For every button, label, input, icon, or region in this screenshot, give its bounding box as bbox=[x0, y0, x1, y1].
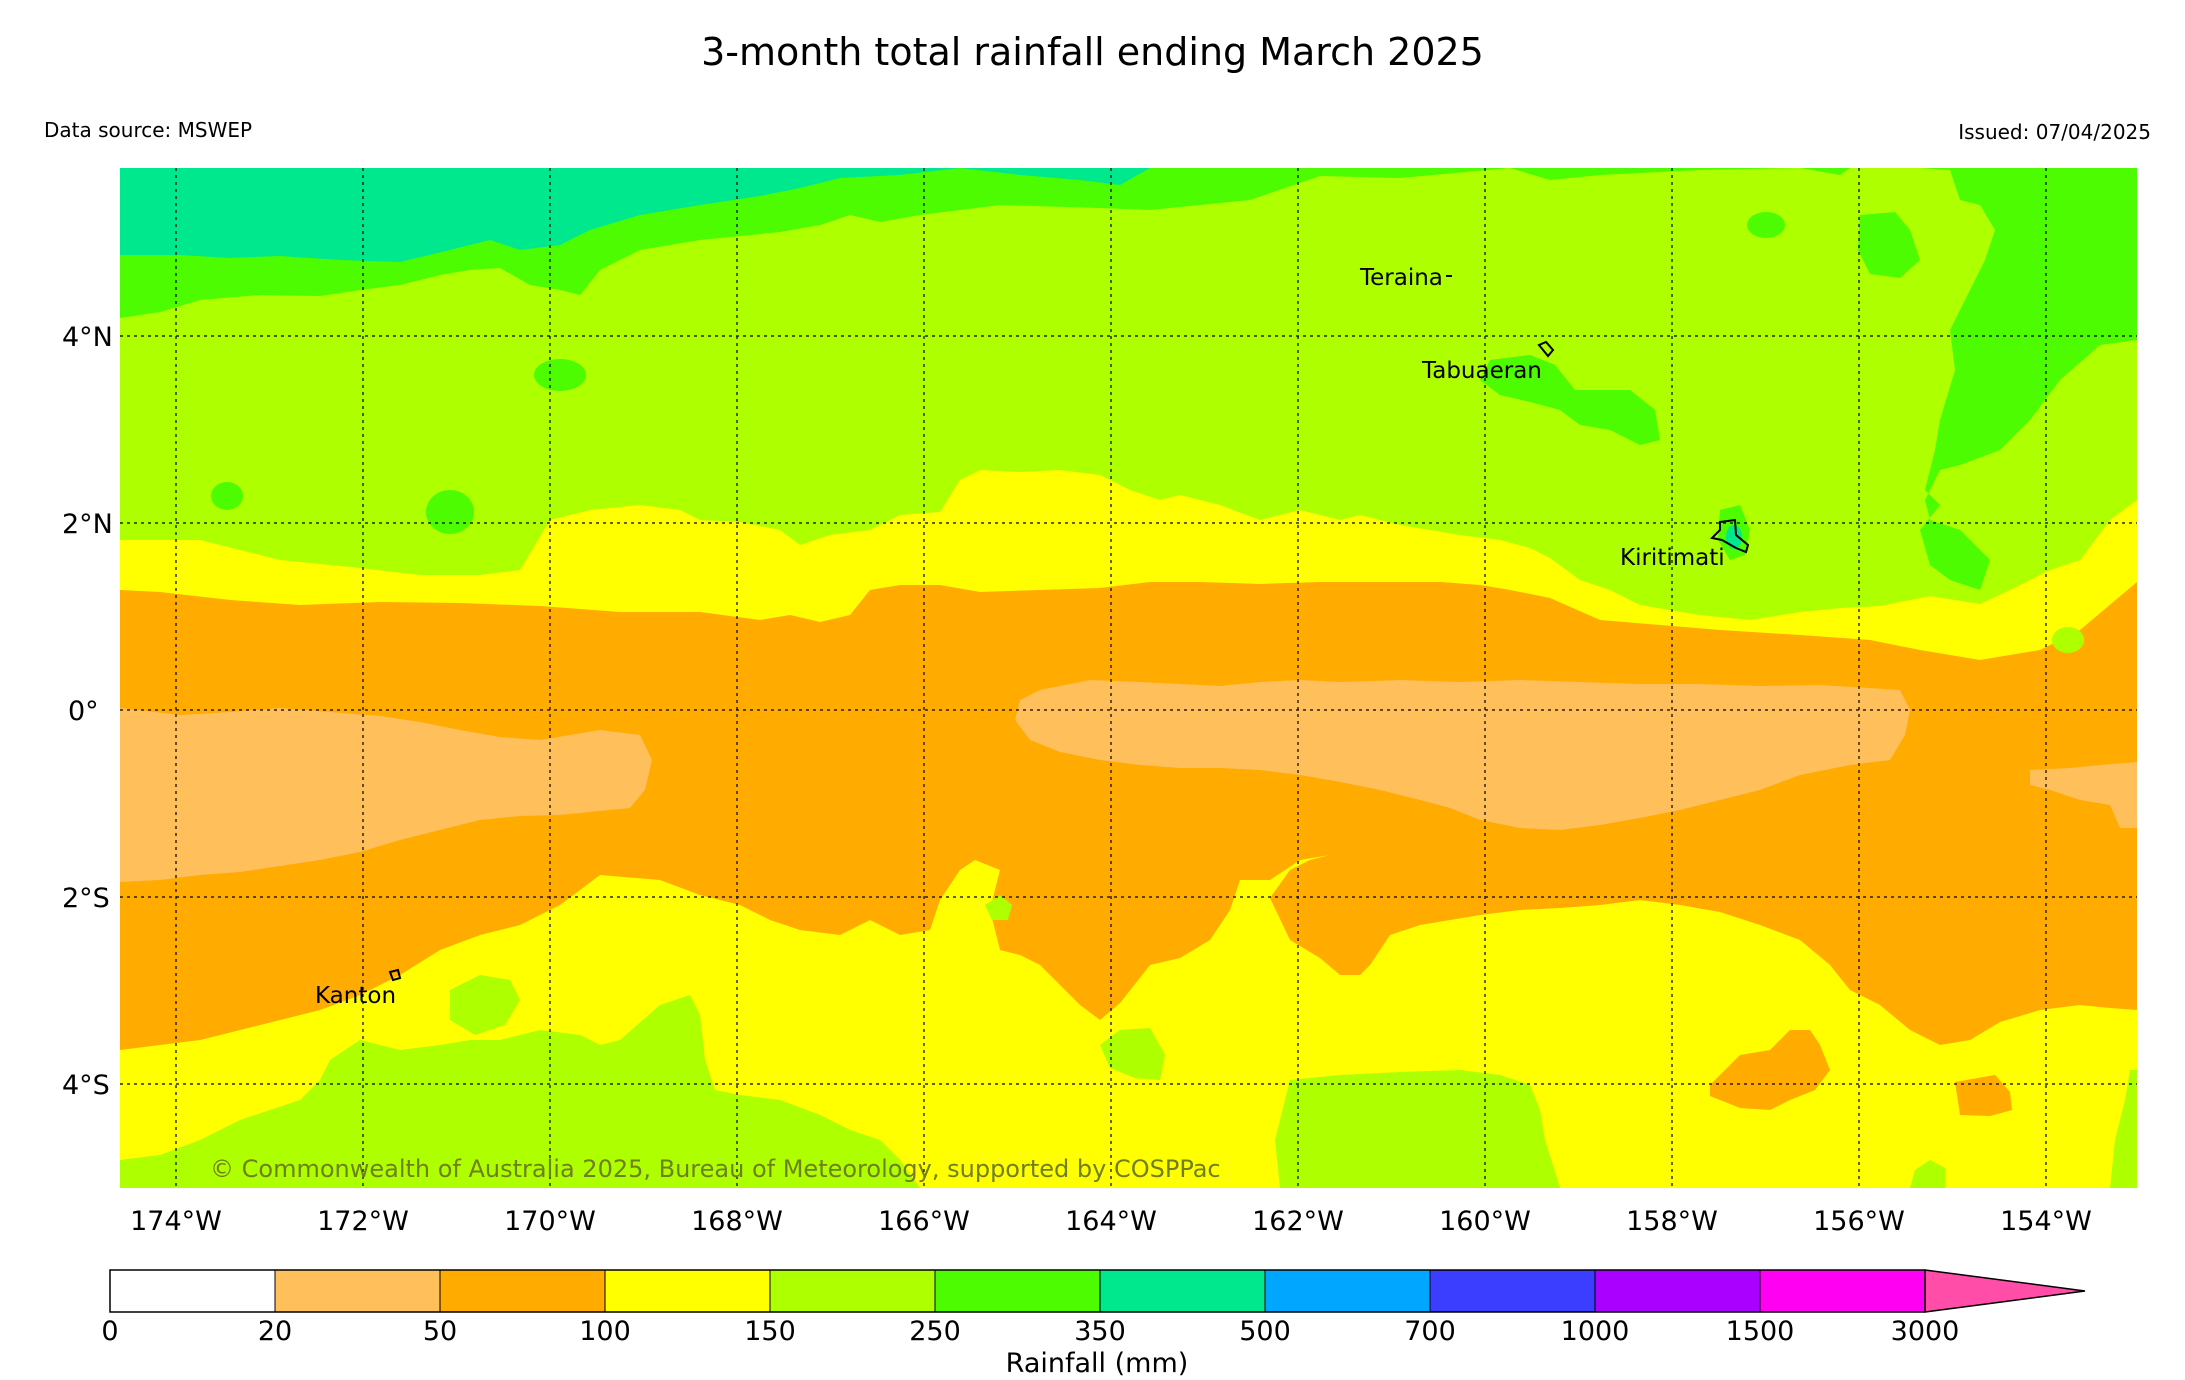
issued-date-label: Issued: 07/04/2025 bbox=[1958, 120, 2151, 144]
colorbar-swatch-50-100 bbox=[440, 1270, 605, 1312]
rainfall-band-350-500 bbox=[120, 168, 1150, 262]
lon-label-160w: 160°W bbox=[1439, 1206, 1531, 1237]
colorbar-swatch-500-700 bbox=[1265, 1270, 1430, 1312]
colorbar-swatch-150-250 bbox=[770, 1270, 935, 1312]
kiritimati-island-outline bbox=[1709, 518, 1750, 554]
place-label-teraina: Teraina bbox=[1359, 265, 1443, 291]
place-label-tabuaeran: Tabuaeran bbox=[1421, 358, 1542, 384]
colorbar-extension-arrow bbox=[1924, 1269, 2086, 1313]
rainfall-contour-map: © Commonwealth of Australia 2025, Bureau… bbox=[120, 168, 2137, 1188]
place-label-kanton: Kanton bbox=[315, 983, 396, 1009]
colorbar-swatch-20-50 bbox=[275, 1270, 440, 1312]
colorbar-tick-350: 350 bbox=[1074, 1316, 1126, 1347]
colorbar-swatch-700-1000 bbox=[1430, 1270, 1595, 1312]
colorbar-tick-0: 0 bbox=[101, 1316, 118, 1347]
colorbar-swatch-250-350 bbox=[935, 1270, 1100, 1312]
lon-label-174w: 174°W bbox=[130, 1206, 222, 1237]
colorbar-tick-20: 20 bbox=[258, 1316, 292, 1347]
colorbar-tick-700: 700 bbox=[1404, 1316, 1456, 1347]
colorbar-tick-50: 50 bbox=[423, 1316, 457, 1347]
lon-label-164w: 164°W bbox=[1065, 1206, 1157, 1237]
tabuaeran-island-outline bbox=[1537, 340, 1555, 358]
colorbar-swatch-100-150 bbox=[605, 1270, 770, 1312]
data-source-label: Data source: MSWEP bbox=[44, 118, 253, 142]
colorbar: 0 20 50 100 150 250 350 500 700 1000 150… bbox=[101, 1269, 2086, 1379]
copyright-notice: © Commonwealth of Australia 2025, Bureau… bbox=[210, 1155, 1221, 1183]
colorbar-title: Rainfall (mm) bbox=[1006, 1348, 1189, 1379]
lon-label-166w: 166°W bbox=[878, 1206, 970, 1237]
lon-label-156w: 156°W bbox=[1813, 1206, 1905, 1237]
colorbar-tick-250: 250 bbox=[909, 1316, 961, 1347]
lon-label-154w: 154°W bbox=[2000, 1206, 2092, 1237]
colorbar-swatch-1500-3000 bbox=[1760, 1270, 1925, 1312]
colorbar-swatch-0-20 bbox=[110, 1270, 275, 1312]
colorbar-tick-1000: 1000 bbox=[1561, 1316, 1630, 1347]
colorbar-tick-100: 100 bbox=[579, 1316, 631, 1347]
lon-label-172w: 172°W bbox=[317, 1206, 409, 1237]
kanton-island-outline bbox=[388, 968, 402, 982]
colorbar-tick-150: 150 bbox=[744, 1316, 796, 1347]
map-title: 3-month total rainfall ending March 2025 bbox=[701, 30, 1484, 74]
lon-label-162w: 162°W bbox=[1252, 1206, 1344, 1237]
place-label-kiritimati: Kiritimati bbox=[1620, 545, 1725, 571]
lon-label-168w: 168°W bbox=[691, 1206, 783, 1237]
lat-label-4n: 4°N bbox=[62, 322, 113, 353]
rainfall-band-20-50 bbox=[120, 708, 652, 882]
colorbar-swatch-350-500 bbox=[1100, 1270, 1265, 1312]
map-gridlines bbox=[120, 168, 2137, 1188]
lat-label-4s: 4°S bbox=[62, 1070, 110, 1101]
colorbar-tick-3000: 3000 bbox=[1891, 1316, 1960, 1347]
lat-label-equator: 0° bbox=[68, 696, 99, 727]
colorbar-tick-500: 500 bbox=[1239, 1316, 1291, 1347]
lon-label-158w: 158°W bbox=[1626, 1206, 1718, 1237]
lat-label-2s: 2°S bbox=[62, 883, 110, 914]
lon-label-170w: 170°W bbox=[504, 1206, 596, 1237]
lat-label-2n: 2°N bbox=[62, 509, 113, 540]
colorbar-swatch-1000-1500 bbox=[1595, 1270, 1760, 1312]
colorbar-tick-1500: 1500 bbox=[1726, 1316, 1795, 1347]
